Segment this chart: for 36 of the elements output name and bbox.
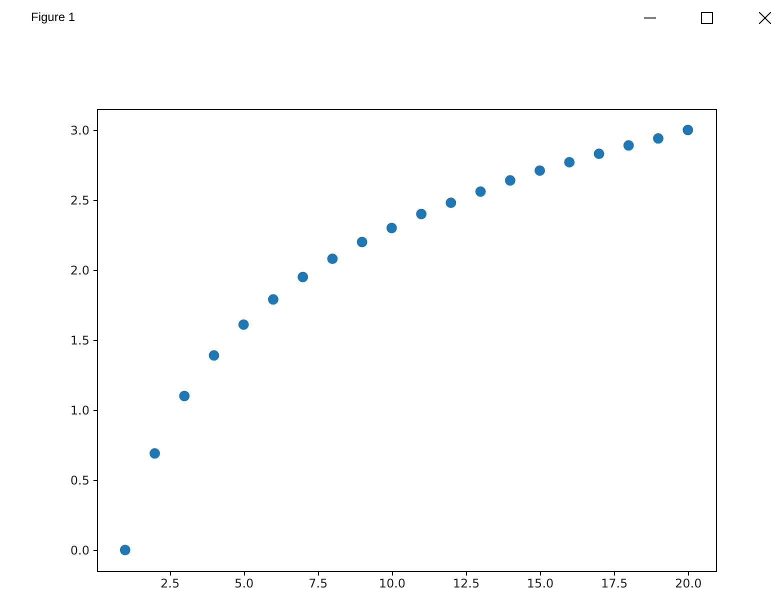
x-tick-label: 15.0 [526,576,554,590]
point [682,124,694,136]
point [386,222,397,234]
point [327,254,338,264]
point [564,156,575,168]
x-tick-label: 5.0 [234,576,254,590]
point [120,544,130,556]
point [534,165,546,176]
point [594,148,604,160]
point [298,272,308,282]
point [416,208,427,220]
x-tick-label: 17.5 [600,576,628,590]
x-tick-label: 10.0 [378,576,406,590]
point [238,319,249,330]
y-tick-label: 1.0 [70,404,90,418]
x-tick-label: 20.0 [675,576,702,590]
y-tick-label: 1.5 [70,334,90,348]
y-tick-label: 2.0 [70,264,90,278]
point [150,448,160,459]
y-tick-label: 0.0 [70,544,90,558]
point [446,198,456,208]
point [475,186,486,197]
point [208,350,220,361]
y-tick-label: 0.5 [70,474,90,488]
point [653,133,664,144]
point [356,236,368,248]
y-tick-label: 3.0 [70,124,90,138]
point [504,175,516,186]
point [268,294,278,305]
point [623,140,634,151]
x-tick-label: 2.5 [160,576,180,590]
caption: Figure 1 [31,10,76,24]
x-tick-label: 12.5 [452,576,480,590]
y-tick-label: 2.5 [70,194,90,208]
x-tick-label: 7.5 [308,576,328,590]
point [179,390,190,402]
